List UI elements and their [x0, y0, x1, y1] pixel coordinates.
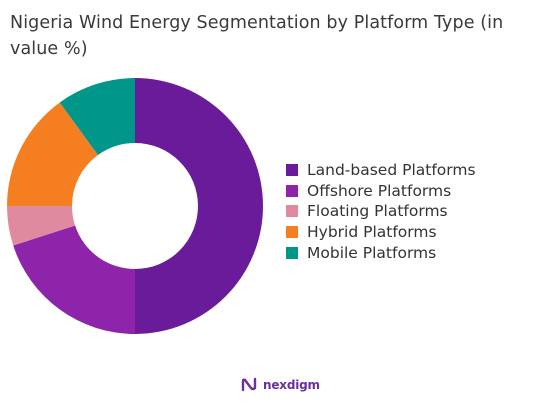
legend-item-mobile[interactable]: Mobile Platforms [286, 242, 476, 263]
legend-swatch [286, 226, 298, 239]
legend-label: Hybrid Platforms [307, 223, 437, 242]
nexdigm-logo-mark-icon [241, 377, 257, 392]
legend-label: Land-based Platforms [307, 161, 476, 180]
donut-slice-floating-platforms[interactable] [7, 206, 76, 246]
legend-item-hybrid[interactable]: Hybrid Platforms [286, 222, 476, 243]
legend-item-land-based[interactable]: Land-based Platforms [286, 160, 476, 181]
legend-label: Floating Platforms [307, 202, 448, 221]
donut-slice-offshore-platforms[interactable] [13, 225, 136, 334]
chart-legend: Land-based Platforms Offshore Platforms … [286, 160, 476, 263]
nexdigm-logo: nexdigm [241, 376, 320, 394]
legend-label: Offshore Platforms [307, 181, 452, 200]
legend-swatch [286, 246, 298, 259]
legend-swatch [286, 164, 298, 177]
donut-slice-hybrid-platforms[interactable] [7, 102, 98, 206]
logo-text: nexdigm [263, 378, 320, 392]
legend-label: Mobile Platforms [307, 243, 437, 262]
chart-title: Nigeria Wind Energy Segmentation by Plat… [10, 13, 504, 59]
donut-slices [7, 78, 263, 334]
donut-slice-mobile-platforms[interactable] [59, 78, 135, 156]
legend-swatch [286, 205, 298, 218]
donut-slice-land-based-platforms[interactable] [135, 78, 263, 334]
legend-item-offshore[interactable]: Offshore Platforms [286, 181, 476, 202]
legend-item-floating[interactable]: Floating Platforms [286, 201, 476, 222]
legend-swatch [286, 184, 298, 197]
